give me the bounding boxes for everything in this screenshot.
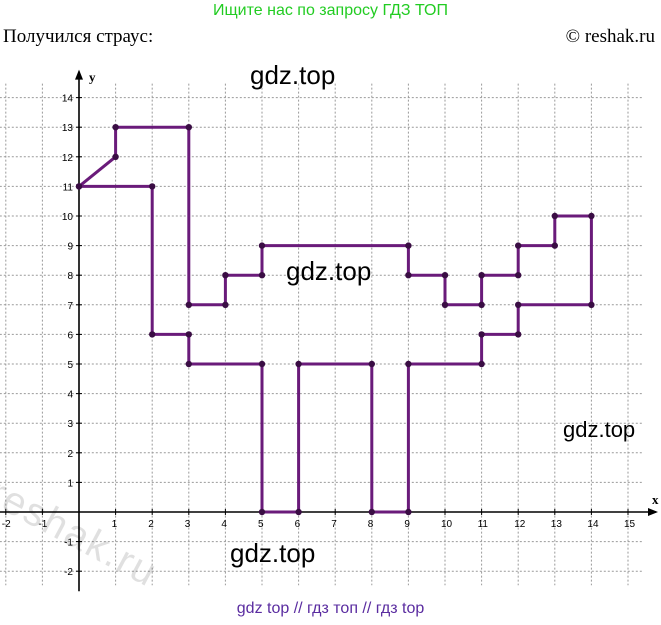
data-point [515, 242, 522, 249]
y-axis-label: y [89, 70, 96, 85]
data-point [478, 272, 485, 279]
data-point [515, 272, 522, 279]
y-tick-label: 1 [67, 478, 73, 489]
data-point [112, 124, 119, 131]
points [75, 124, 595, 516]
data-point [588, 212, 595, 220]
x-tick-label: 7 [331, 519, 337, 530]
y-tick-label: 11 [63, 182, 74, 193]
data-point [185, 124, 192, 131]
data-point [185, 301, 192, 308]
x-tick-label: 2 [148, 519, 154, 530]
y-tick-label: 4 [67, 390, 73, 401]
y-tick-label: -2 [64, 567, 73, 578]
data-point [551, 212, 558, 220]
data-point [368, 508, 375, 516]
x-tick-label: 11 [478, 519, 489, 530]
data-point [258, 242, 266, 249]
y-tick-label: 9 [67, 242, 73, 253]
data-point [551, 242, 558, 249]
data-point [515, 301, 522, 308]
watermark-top: gdz.top [250, 60, 336, 90]
data-point [185, 331, 192, 338]
axes: xy [0, 69, 659, 592]
y-tick-label: 5 [67, 360, 73, 371]
data-point [368, 360, 375, 368]
ostrich-outline [78, 125, 593, 514]
data-point [441, 301, 449, 308]
x-tick-label: 8 [368, 519, 374, 530]
watermark-bottom: gdz.top [230, 538, 316, 568]
y-axis-arrow [75, 69, 83, 80]
data-point [222, 301, 229, 308]
y-tick-label: 8 [67, 271, 73, 282]
data-point [405, 242, 412, 249]
data-point [258, 508, 266, 516]
data-point [258, 272, 266, 279]
y-tick-label: 10 [62, 212, 74, 223]
y-tick-label: 3 [67, 419, 73, 430]
x-tick-label: 9 [404, 519, 410, 530]
data-point [405, 508, 412, 516]
data-point [478, 331, 485, 338]
y-tick-label: 13 [62, 123, 74, 134]
data-point [185, 360, 192, 368]
data-point [478, 301, 485, 308]
y-tick-label: 2 [67, 449, 73, 460]
x-tick-label: 12 [514, 519, 526, 530]
data-point [405, 360, 412, 368]
watermark-middle: gdz.top [286, 256, 372, 286]
x-tick-label: 4 [221, 519, 227, 530]
data-point [478, 360, 485, 368]
data-point [75, 183, 83, 190]
copyright: © reshak.ru [565, 26, 655, 47]
y-tick-label: -1 [64, 538, 73, 549]
x-tick-label: -2 [2, 519, 11, 530]
footer-links[interactable]: gdz top // гдз топ // гдз top [236, 600, 425, 617]
banner: Ищите нас по запросу ГДЗ ТОП [213, 2, 448, 19]
caption: Получился страус: [3, 26, 154, 47]
x-tick-label: 15 [624, 519, 636, 530]
data-point [112, 153, 119, 160]
series [78, 125, 593, 514]
data-point [295, 508, 302, 516]
data-point [441, 272, 449, 279]
data-point [258, 360, 266, 368]
y-tick-label: 14 [62, 94, 74, 105]
y-tick-label: 12 [62, 153, 74, 164]
data-point [588, 301, 595, 308]
watermark-right: gdz.top [563, 417, 636, 442]
data-point [295, 360, 302, 368]
data-point [149, 183, 156, 190]
tick-labels: -2 -1 1 2 3 4 5 6 7 8 9 10 11 12 13 14 15-2-112345678910… [2, 94, 636, 579]
grid [0, 83, 642, 586]
x-tick-label: 6 [295, 519, 301, 530]
x-tick-label: 5 [258, 519, 264, 530]
x-tick-label: 1 [112, 519, 118, 530]
x-axis-arrow [648, 508, 658, 516]
data-point [515, 331, 522, 338]
data-point [149, 331, 156, 338]
x-tick-label: 13 [551, 519, 563, 530]
x-tick-label: -1 [38, 519, 47, 530]
y-tick-label: 6 [67, 330, 73, 341]
x-tick-label: 10 [441, 519, 453, 530]
data-point [222, 272, 229, 279]
y-tick-label: 7 [67, 301, 73, 312]
x-axis-label: x [652, 492, 659, 507]
data-point [405, 272, 412, 279]
x-tick-label: 3 [185, 519, 191, 530]
x-tick-label: 14 [587, 519, 599, 530]
